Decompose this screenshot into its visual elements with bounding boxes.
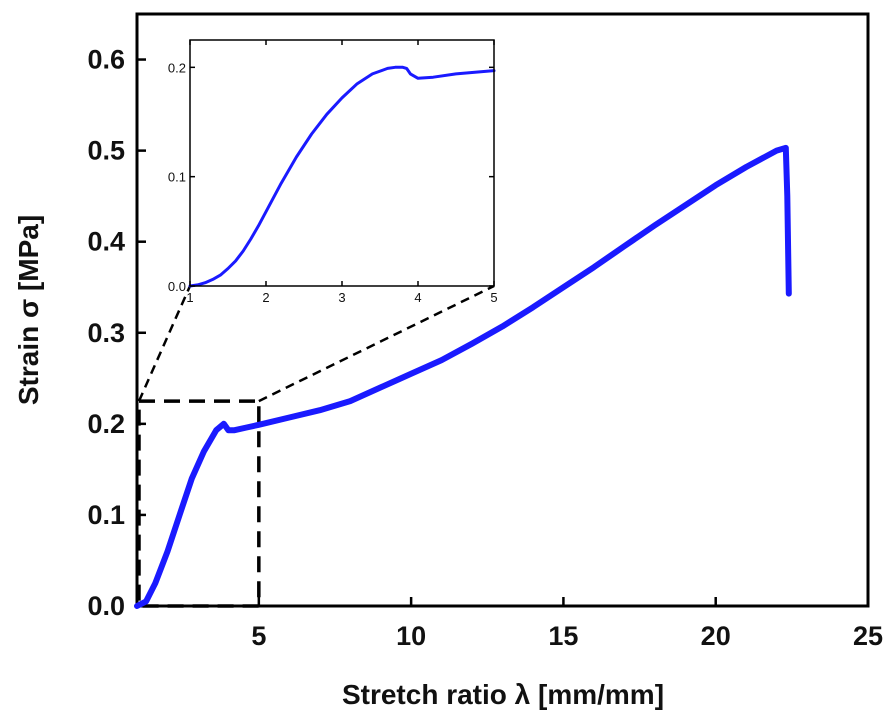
y-axis-title: Strain σ [MPa] xyxy=(13,215,44,405)
zoom-guide-line-left xyxy=(137,285,192,402)
main-plot-frame xyxy=(135,12,870,608)
inset-series-line xyxy=(188,65,496,288)
main-tick-labels: 5 10 15 20 250.00.10.20.30.40.50.6 xyxy=(87,45,883,651)
inset-x-tick-label: 4 xyxy=(414,290,421,305)
main-series-line xyxy=(134,144,792,609)
inset-x-tick-label: 3 xyxy=(338,290,345,305)
y-tick-label: 0.6 xyxy=(87,45,125,75)
x-tick-label: 5 xyxy=(251,621,266,651)
inset-series-group xyxy=(188,65,496,288)
y-tick-label: 0.5 xyxy=(87,136,125,166)
y-tick-label: 0.1 xyxy=(87,500,125,530)
x-tick-label: 20 xyxy=(701,621,731,651)
zoom-guide-line-right xyxy=(258,284,495,403)
inset-tick-labels: 1 2 3 4 5 0.0 0.1 0.2 xyxy=(168,60,498,305)
inset-y-tick-label: 0.0 xyxy=(168,279,186,294)
inset-x-tick-label: 5 xyxy=(490,290,497,305)
x-axis-title: Stretch ratio λ [mm/mm] xyxy=(342,679,664,710)
x-tick-label: 25 xyxy=(853,621,883,651)
zoom-region-box xyxy=(137,399,261,608)
y-tick-label: 0.2 xyxy=(87,409,125,439)
y-tick-label: 0.4 xyxy=(87,227,125,257)
inset-y-tick-label: 0.2 xyxy=(168,60,186,75)
zoom-guides xyxy=(137,284,495,608)
x-tick-label: 10 xyxy=(396,621,426,651)
inset-y-tick-label: 0.1 xyxy=(168,170,186,185)
inset-x-tick-label: 2 xyxy=(262,290,269,305)
inset-background xyxy=(190,40,494,286)
inset-axis-ticks xyxy=(189,40,495,287)
inset-x-tick-label: 1 xyxy=(186,290,193,305)
y-tick-label: 0.3 xyxy=(87,318,125,348)
x-tick-label: 15 xyxy=(548,621,578,651)
main-series-group xyxy=(134,144,792,609)
y-tick-label: 0.0 xyxy=(87,591,125,621)
main-axis-ticks xyxy=(137,58,870,608)
